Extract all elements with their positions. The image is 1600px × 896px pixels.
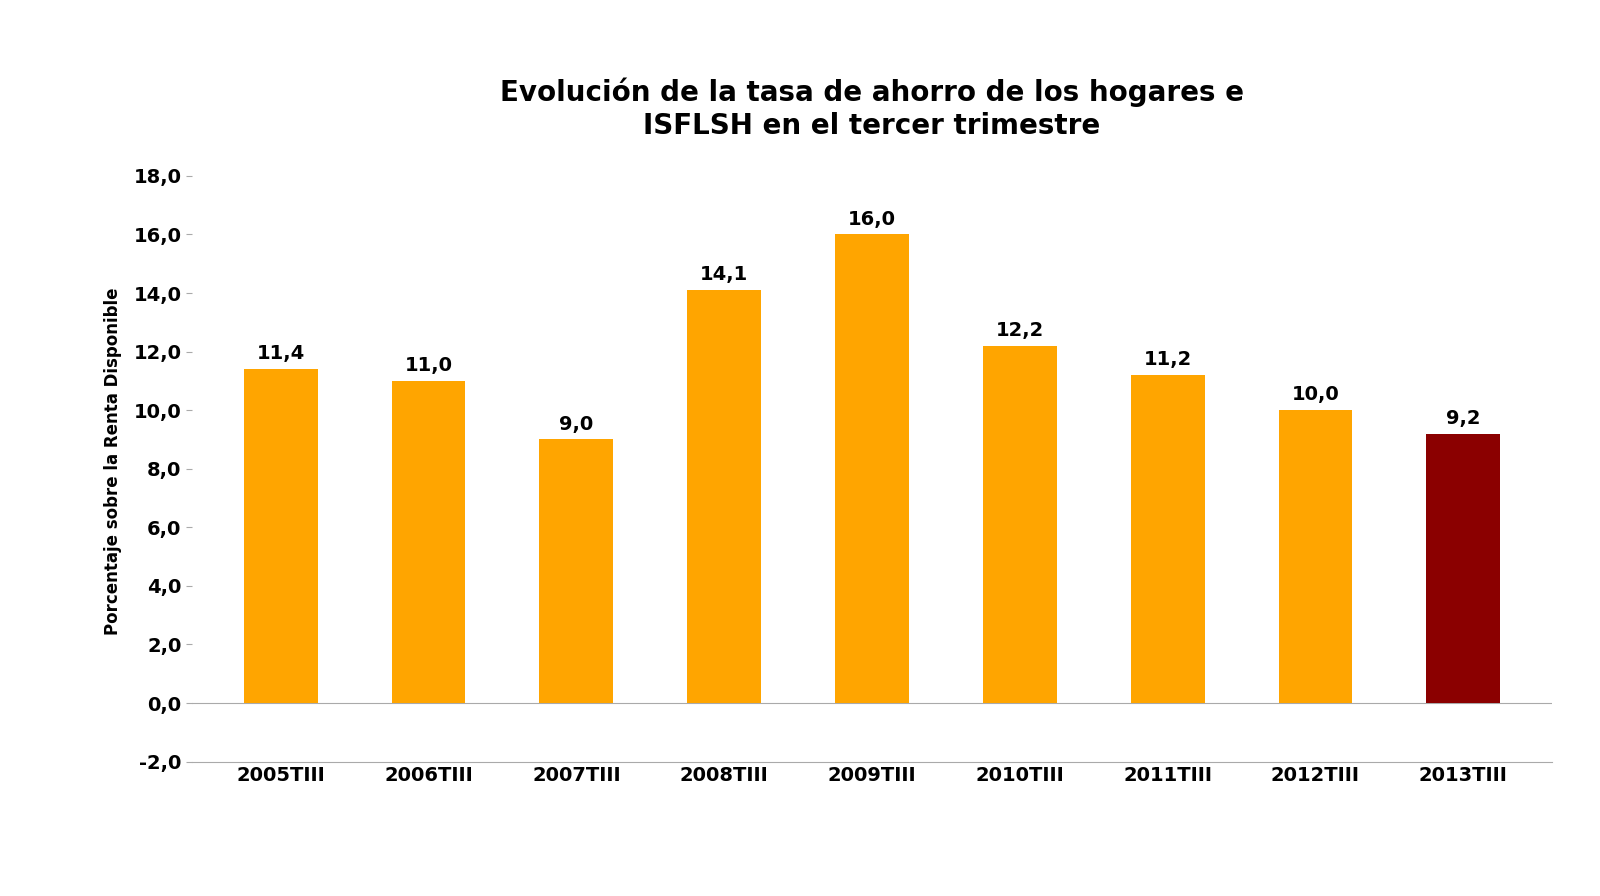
Text: 16,0: 16,0 [848, 210, 896, 228]
Bar [982, 346, 1056, 703]
Text: 12,2: 12,2 [995, 321, 1043, 340]
Text: 14,1: 14,1 [701, 265, 749, 284]
Bar [539, 439, 613, 703]
Bar [1426, 434, 1501, 703]
Bar [835, 235, 909, 703]
Bar [392, 381, 466, 703]
Text: 11,0: 11,0 [405, 356, 453, 375]
Text: 11,2: 11,2 [1144, 350, 1192, 369]
Title: Evolución de la tasa de ahorro de los hogares e
ISFLSH en el tercer trimestre: Evolución de la tasa de ahorro de los ho… [499, 78, 1245, 140]
Y-axis label: Porcentaje sobre la Renta Disponible: Porcentaje sobre la Renta Disponible [104, 288, 123, 635]
Bar [1278, 410, 1352, 703]
Text: 10,0: 10,0 [1291, 385, 1339, 404]
Bar [243, 369, 318, 703]
Bar [688, 290, 762, 703]
Text: 9,0: 9,0 [560, 415, 594, 434]
Bar [1131, 375, 1205, 703]
Text: 9,2: 9,2 [1446, 409, 1480, 427]
Text: 11,4: 11,4 [256, 344, 306, 364]
